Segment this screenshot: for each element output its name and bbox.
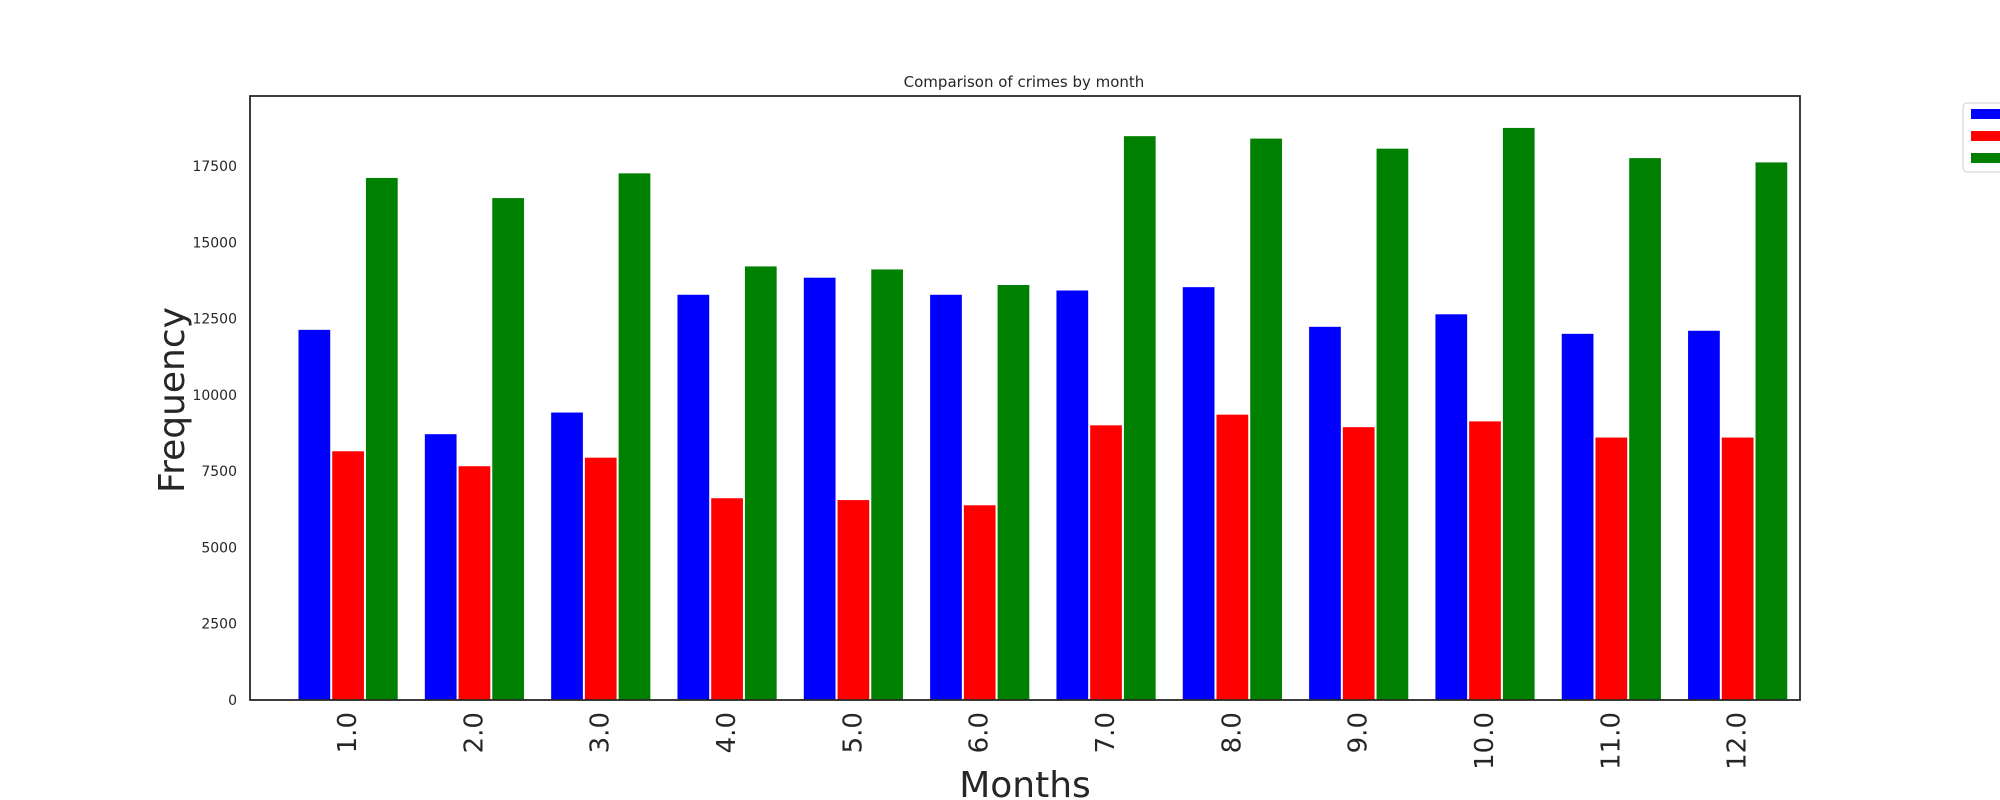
bar-s2-m11 [1594,436,1629,701]
bar-s3-m6 [996,284,1031,701]
y-tick-label: 12500 [192,312,237,328]
bar-s3-m7 [1122,135,1157,701]
y-tick-label: 2500 [201,617,237,633]
x-tick-label: 12.0 [1723,712,1753,770]
bar-s3-m8 [1249,137,1283,701]
y-tick-label: 17500 [192,159,237,175]
x-tick-label: 2.0 [459,712,489,753]
legend [1962,102,2000,173]
y-axis-label: Frequency [152,307,193,493]
y-axis-ticks: 0 2500 5000 7500 10000 12500 15000 17500 [192,159,237,709]
bar-s1-m1 [297,328,332,701]
bar-s1-m9 [1308,325,1342,701]
x-tick-label: 9.0 [1344,712,1374,753]
x-tick-label: 6.0 [965,712,995,753]
bar-s2-m5 [836,499,871,701]
y-tick-label: 0 [228,693,237,709]
x-tick-label: 1.0 [333,712,363,753]
bar-s3-m9 [1375,147,1410,701]
bar-s1-m3 [550,411,584,701]
bar-s3-m1 [364,176,399,701]
x-tick-label: 8.0 [1217,712,1247,753]
y-tick-label: 10000 [192,388,237,404]
legend-swatch-2 [1971,131,2000,141]
x-tick-label: 7.0 [1091,712,1121,753]
y-tick-label: 5000 [201,540,237,556]
bar-s1-m5 [802,276,837,701]
bar-s3-m4 [743,265,778,701]
bar-s3-m11 [1628,157,1662,701]
bar-s2-m6 [962,504,997,701]
bar-s1-m10 [1434,313,1469,701]
x-tick-label: 11.0 [1596,712,1626,770]
bar-s1-m6 [929,293,963,701]
bar-s3-m10 [1501,126,1536,701]
x-axis-label: Months [959,765,1091,800]
bar-s2-m8 [1215,413,1250,701]
bar-s3-m12 [1754,161,1789,701]
bar-s3-m5 [870,268,904,701]
x-axis-ticks: 1.0 2.0 3.0 4.0 5.0 6.0 7.0 8.0 9.0 10.0 11.0 12.0 [333,712,1753,770]
y-tick-label: 7500 [201,464,237,480]
bar-s3-m2 [491,197,526,701]
x-tick-label: 4.0 [712,712,742,753]
x-tick-label: 10.0 [1470,712,1500,770]
legend-swatch-1 [1971,109,2000,119]
bar-s1-m4 [676,293,711,701]
bar-s1-m11 [1560,332,1595,701]
chart-title: Comparison of crimes by month [904,73,1145,91]
bar-s2-m9 [1341,426,1376,701]
bar-s2-m1 [331,450,365,701]
bar-s2-m3 [583,456,618,701]
bar-s3-m3 [617,172,652,701]
y-tick-label: 15000 [192,235,237,251]
bars-group [297,126,1789,701]
bar-s1-m2 [423,433,458,701]
x-tick-label: 3.0 [586,712,616,753]
bar-s2-m12 [1720,436,1755,701]
plot-frame [249,95,1801,701]
legend-swatch-3 [1971,153,2000,163]
bar-s1-m8 [1181,286,1216,701]
x-tick-label: 5.0 [838,712,868,753]
bar-s2-m10 [1468,420,1502,701]
bar-s2-m2 [457,465,492,701]
bar-s1-m12 [1687,329,1721,701]
bar-s1-m7 [1055,289,1090,701]
bar-s2-m7 [1089,424,1123,701]
bar-s2-m4 [710,497,744,701]
